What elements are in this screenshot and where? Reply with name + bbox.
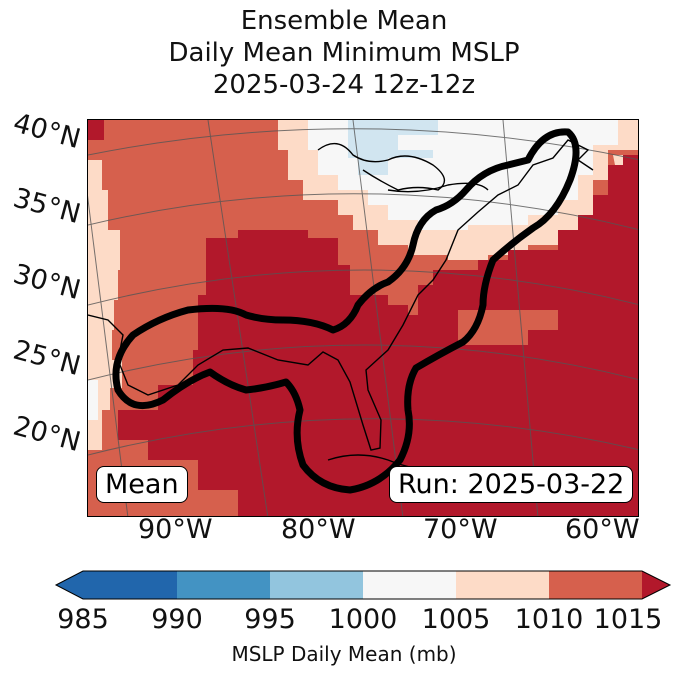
colorbar-under-arrow [56, 571, 83, 599]
lon-label-80: 80°W [281, 514, 356, 545]
colorbar-segment-1005-1010 [456, 571, 549, 599]
colorbar-tick-1000: 1000 [328, 604, 398, 635]
colorbar-tick-990: 990 [151, 604, 203, 635]
title-line-1: Ensemble Mean [240, 6, 448, 36]
colorbar-segment-1000-1005 [363, 571, 456, 599]
field-1015-plus-corner [88, 120, 104, 140]
lat-label-30: 30°N [9, 258, 84, 307]
colorbar-tick-995: 995 [244, 604, 296, 635]
lat-label-40: 40°N [9, 107, 84, 156]
lon-label-90: 90°W [138, 514, 213, 545]
field-1000-1005-west [88, 380, 98, 420]
lat-label-20: 20°N [9, 410, 84, 459]
colorbar-segment-1010-1015 [549, 571, 642, 599]
outline-contour [112, 128, 580, 494]
colorbar-title: MSLP Daily Mean (mb) [231, 642, 457, 666]
colorbar-tick-985: 985 [57, 604, 109, 635]
field-1010-patch [458, 310, 558, 345]
map-svg [88, 120, 638, 516]
map-panel [87, 119, 639, 517]
colorbar-segment-985-990 [83, 571, 177, 599]
colorbar [54, 570, 672, 600]
mean-label: Mean [96, 466, 188, 503]
run-label: Run: 2025-03-22 [389, 466, 634, 503]
lat-label-25: 25°N [9, 334, 84, 383]
colorbar-segment-990-995 [177, 571, 270, 599]
colorbar-tick-1015: 1015 [593, 604, 663, 635]
colorbar-segment-995-1000 [270, 571, 363, 599]
colorbar-tick-1005: 1005 [421, 604, 491, 635]
colorbar-tick-1010: 1010 [514, 604, 584, 635]
colorbar-border [54, 570, 672, 600]
title-line-3: 2025-03-24 12z-12z [212, 70, 476, 100]
title-line-2: Daily Mean Minimum MSLP [168, 38, 520, 68]
lon-label-70: 70°W [423, 514, 498, 545]
graticule [88, 120, 638, 516]
lat-label-35: 35°N [9, 182, 84, 231]
colorbar-over-arrow [642, 571, 670, 599]
lon-label-60: 60°W [565, 514, 640, 545]
